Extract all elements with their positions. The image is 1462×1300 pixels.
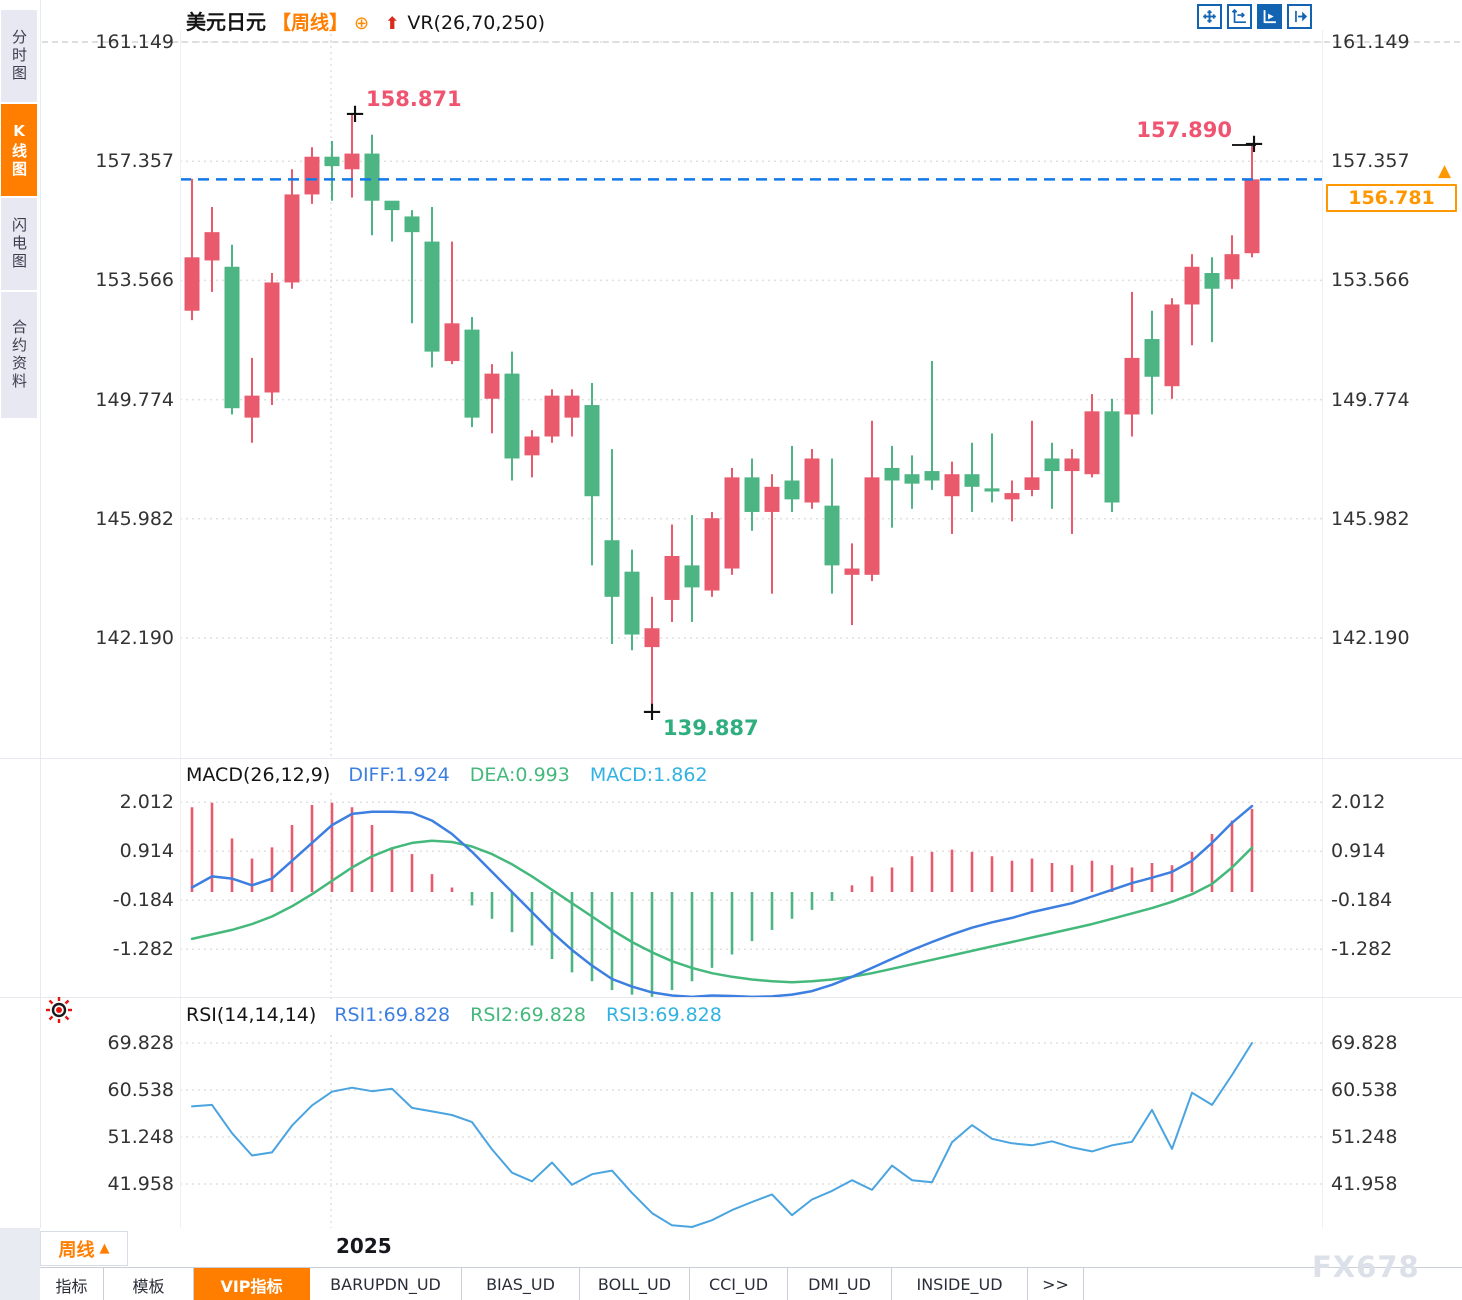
period-selector-arrow-icon: ▲ — [99, 1241, 110, 1256]
vr-indicator-label: VR(26,70,250) — [407, 12, 546, 34]
period-selector-label: 周线 — [58, 1239, 95, 1261]
chart-header: 美元日元 【周线】 ⊕ ⬆ VR(26,70,250) — [186, 6, 545, 35]
y-axis-label: 161.149 — [95, 31, 174, 53]
indicator-tab-bar: 指标 模板 VIP指标 BARUPDN_UD BIAS_UD BOLL_UD C… — [40, 1267, 1462, 1300]
x-axis-strip — [40, 1228, 1462, 1267]
y-axis-label: 69.828 — [1331, 1032, 1398, 1054]
circle-plus-icon[interactable]: ⊕ — [354, 13, 370, 34]
y-axis-label: 145.982 — [95, 507, 174, 530]
price-up-arrow-icon: ▲ — [1438, 161, 1452, 181]
macd-macd-value: MACD:1.862 — [589, 764, 708, 786]
pane-separator — [0, 758, 1462, 759]
tab-vip-indicators[interactable]: VIP指标 — [194, 1268, 310, 1300]
tab-cci-ud[interactable]: CCI_UD — [690, 1268, 788, 1300]
sidebar-tab-lightning-chart[interactable]: 闪电图 — [1, 198, 37, 290]
sidebar-tab-kline-chart[interactable]: K线图 — [1, 104, 37, 196]
y-axis-label: 157.357 — [1331, 150, 1410, 173]
up-arrow-icon: ⬆ — [385, 14, 400, 34]
axis-scale-icon[interactable] — [1227, 4, 1252, 29]
y-axis-label: 41.958 — [107, 1173, 174, 1195]
pane-separator — [0, 997, 1462, 998]
recent-high-crosshair-marker: + — [1243, 129, 1265, 159]
y-axis-label: -0.184 — [1331, 889, 1393, 912]
y-axis-label: -1.282 — [112, 938, 174, 961]
candlestick-chart[interactable] — [180, 28, 1322, 759]
plot-right-edge — [1322, 30, 1323, 1228]
recent-high-marker-line — [1232, 144, 1256, 146]
tab-templates[interactable]: 模板 — [104, 1268, 194, 1300]
y-axis-label: 145.982 — [1331, 507, 1410, 530]
y-axis-label: 60.538 — [1331, 1079, 1398, 1101]
y-axis-label: 41.958 — [1331, 1173, 1398, 1195]
rsi-title: RSI(14,14,14) — [186, 1004, 317, 1026]
y-axis-label: 51.248 — [107, 1126, 174, 1148]
rsi-header: RSI(14,14,14) RSI1:69.828 RSI2:69.828 RS… — [186, 1004, 722, 1026]
macd-header: MACD(26,12,9) DIFF:1.924 DEA:0.993 MACD:… — [186, 764, 708, 786]
tab-barupdn-ud[interactable]: BARUPDN_UD — [310, 1268, 462, 1300]
macd-diff-value: DIFF:1.924 — [348, 764, 450, 786]
y-axis-label: 0.914 — [1331, 840, 1386, 863]
y-axis-label: 149.774 — [1331, 388, 1410, 411]
y-axis-label: 161.149 — [1331, 31, 1410, 53]
crosshair-move-icon[interactable] — [1197, 4, 1222, 29]
y-axis-label: 142.190 — [95, 627, 174, 649]
auto-scroll-icon[interactable] — [1257, 4, 1282, 29]
x-axis-year-label: 2025 — [336, 1234, 392, 1258]
rsi-chart[interactable] — [180, 1035, 1322, 1229]
rsi3-value: RSI3:69.828 — [606, 1004, 722, 1026]
macd-title: MACD(26,12,9) — [186, 764, 331, 786]
y-axis-label: 153.566 — [95, 269, 174, 292]
plot-left-edge — [180, 30, 181, 1228]
indicator-alert-icon[interactable] — [44, 995, 74, 1025]
tab-inside-ud[interactable]: INSIDE_UD — [892, 1268, 1028, 1300]
recent-high-annotation: 157.890 — [1136, 118, 1232, 142]
y-axis-label: 153.566 — [1331, 269, 1410, 292]
tab-boll-ud[interactable]: BOLL_UD — [580, 1268, 690, 1300]
tab-bias-ud[interactable]: BIAS_UD — [462, 1268, 580, 1300]
rsi1-value: RSI1:69.828 — [334, 1004, 451, 1026]
low-price-annotation: 139.887 — [663, 716, 759, 740]
macd-dea-value: DEA:0.993 — [469, 764, 570, 786]
shift-right-icon[interactable] — [1287, 4, 1312, 29]
fx678-watermark: FX678 — [1312, 1250, 1420, 1284]
low-crosshair-marker: + — [641, 697, 663, 727]
chart-toolbar — [1197, 4, 1312, 29]
y-axis-label: 149.774 — [95, 388, 174, 411]
tab-dmi-ud[interactable]: DMI_UD — [788, 1268, 892, 1300]
sidebar-tab-time-chart[interactable]: 分时图 — [1, 10, 37, 102]
current-price-box: 156.781 — [1326, 184, 1457, 212]
symbol-title: 美元日元 — [186, 10, 266, 34]
y-axis-label: 60.538 — [107, 1079, 174, 1101]
rsi2-value: RSI2:69.828 — [470, 1004, 586, 1026]
y-axis-label: 51.248 — [1331, 1126, 1398, 1148]
y-axis-label: 142.190 — [1331, 627, 1410, 649]
macd-chart[interactable] — [180, 793, 1322, 999]
high-price-annotation: 158.871 — [366, 87, 462, 111]
period-selector[interactable]: 周线 ▲ — [40, 1231, 128, 1266]
period-tag: 【周线】 — [272, 12, 349, 34]
tab-indicators[interactable]: 指标 — [40, 1268, 104, 1300]
y-axis-label: 2.012 — [1331, 791, 1386, 814]
y-axis-label: 0.914 — [119, 840, 174, 863]
y-axis-label: -1.282 — [1331, 938, 1393, 961]
y-axis-label: -0.184 — [112, 889, 174, 912]
bottom-left-corner — [0, 1228, 40, 1300]
y-axis-label: 157.357 — [95, 150, 174, 173]
y-axis-label: 69.828 — [107, 1032, 174, 1054]
sidebar-tab-contract-info[interactable]: 合约资料 — [1, 292, 37, 418]
y-axis-label: 2.012 — [119, 791, 174, 814]
high-crosshair-marker: + — [344, 99, 366, 129]
tab-more[interactable]: >> — [1028, 1268, 1084, 1300]
